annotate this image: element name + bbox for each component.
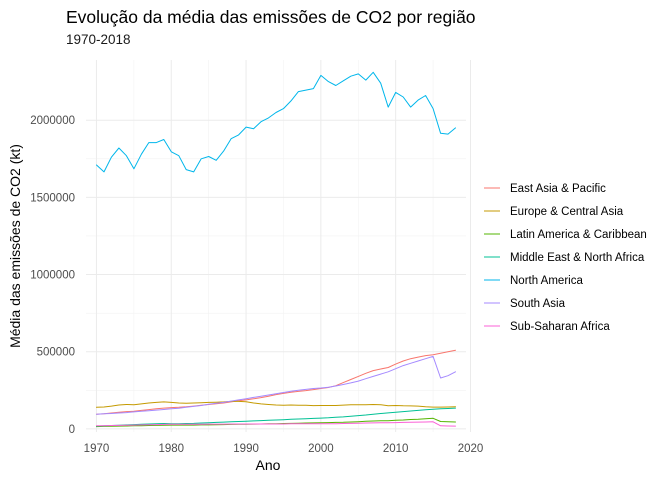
chart-title: Evolução da média das emissões de CO2 po… [66, 7, 476, 27]
series-line-east-asia-pacific [96, 349, 456, 415]
y-axis-ticks: 0 500000 1000000 1500000 2000000 [30, 115, 75, 436]
legend-label-sub-saharan-africa: Sub-Saharan Africa [510, 321, 610, 333]
legend-label-europe-central-asia: Europe & Central Asia [510, 206, 624, 218]
x-tick-label: 2020 [458, 443, 484, 455]
legend-label-south-asia: South Asia [510, 298, 566, 310]
x-tick-label: 1990 [233, 443, 259, 455]
series-line-europe-central-asia [96, 400, 456, 408]
y-tick-label: 500000 [37, 347, 75, 359]
legend: East Asia & Pacific Europe & Central Asia… [484, 183, 647, 333]
legend-label-latin-america-caribbean: Latin America & Caribbean [510, 229, 647, 241]
x-tick-label: 2000 [308, 443, 334, 455]
series-line-sub-saharan-africa [96, 421, 456, 427]
y-tick-label: 1500000 [30, 192, 75, 204]
x-axis-ticks: 1970 1980 1990 2000 2010 2020 [84, 443, 484, 455]
series-line-south-asia [96, 355, 456, 415]
y-axis-title: Média das emissões de CO2 (kt) [7, 144, 23, 348]
x-tick-label: 1970 [84, 443, 110, 455]
series-lines [96, 71, 456, 428]
y-tick-label: 1000000 [30, 270, 75, 282]
y-tick-label: 0 [69, 424, 75, 436]
x-tick-label: 2010 [383, 443, 409, 455]
legend-label-north-america: North America [510, 275, 583, 287]
y-tick-label: 2000000 [30, 115, 75, 127]
series-line-north-america [96, 71, 456, 173]
x-axis-title: Ano [256, 457, 281, 473]
x-tick-label: 1980 [158, 443, 184, 455]
legend-label-middle-east-north-africa: Middle East & North Africa [510, 252, 645, 264]
grid [86, 60, 471, 432]
legend-label-east-asia-pacific: East Asia & Pacific [510, 183, 606, 195]
chart-subtitle: 1970-2018 [66, 32, 131, 47]
series-line-middle-east-north-africa [96, 407, 456, 427]
